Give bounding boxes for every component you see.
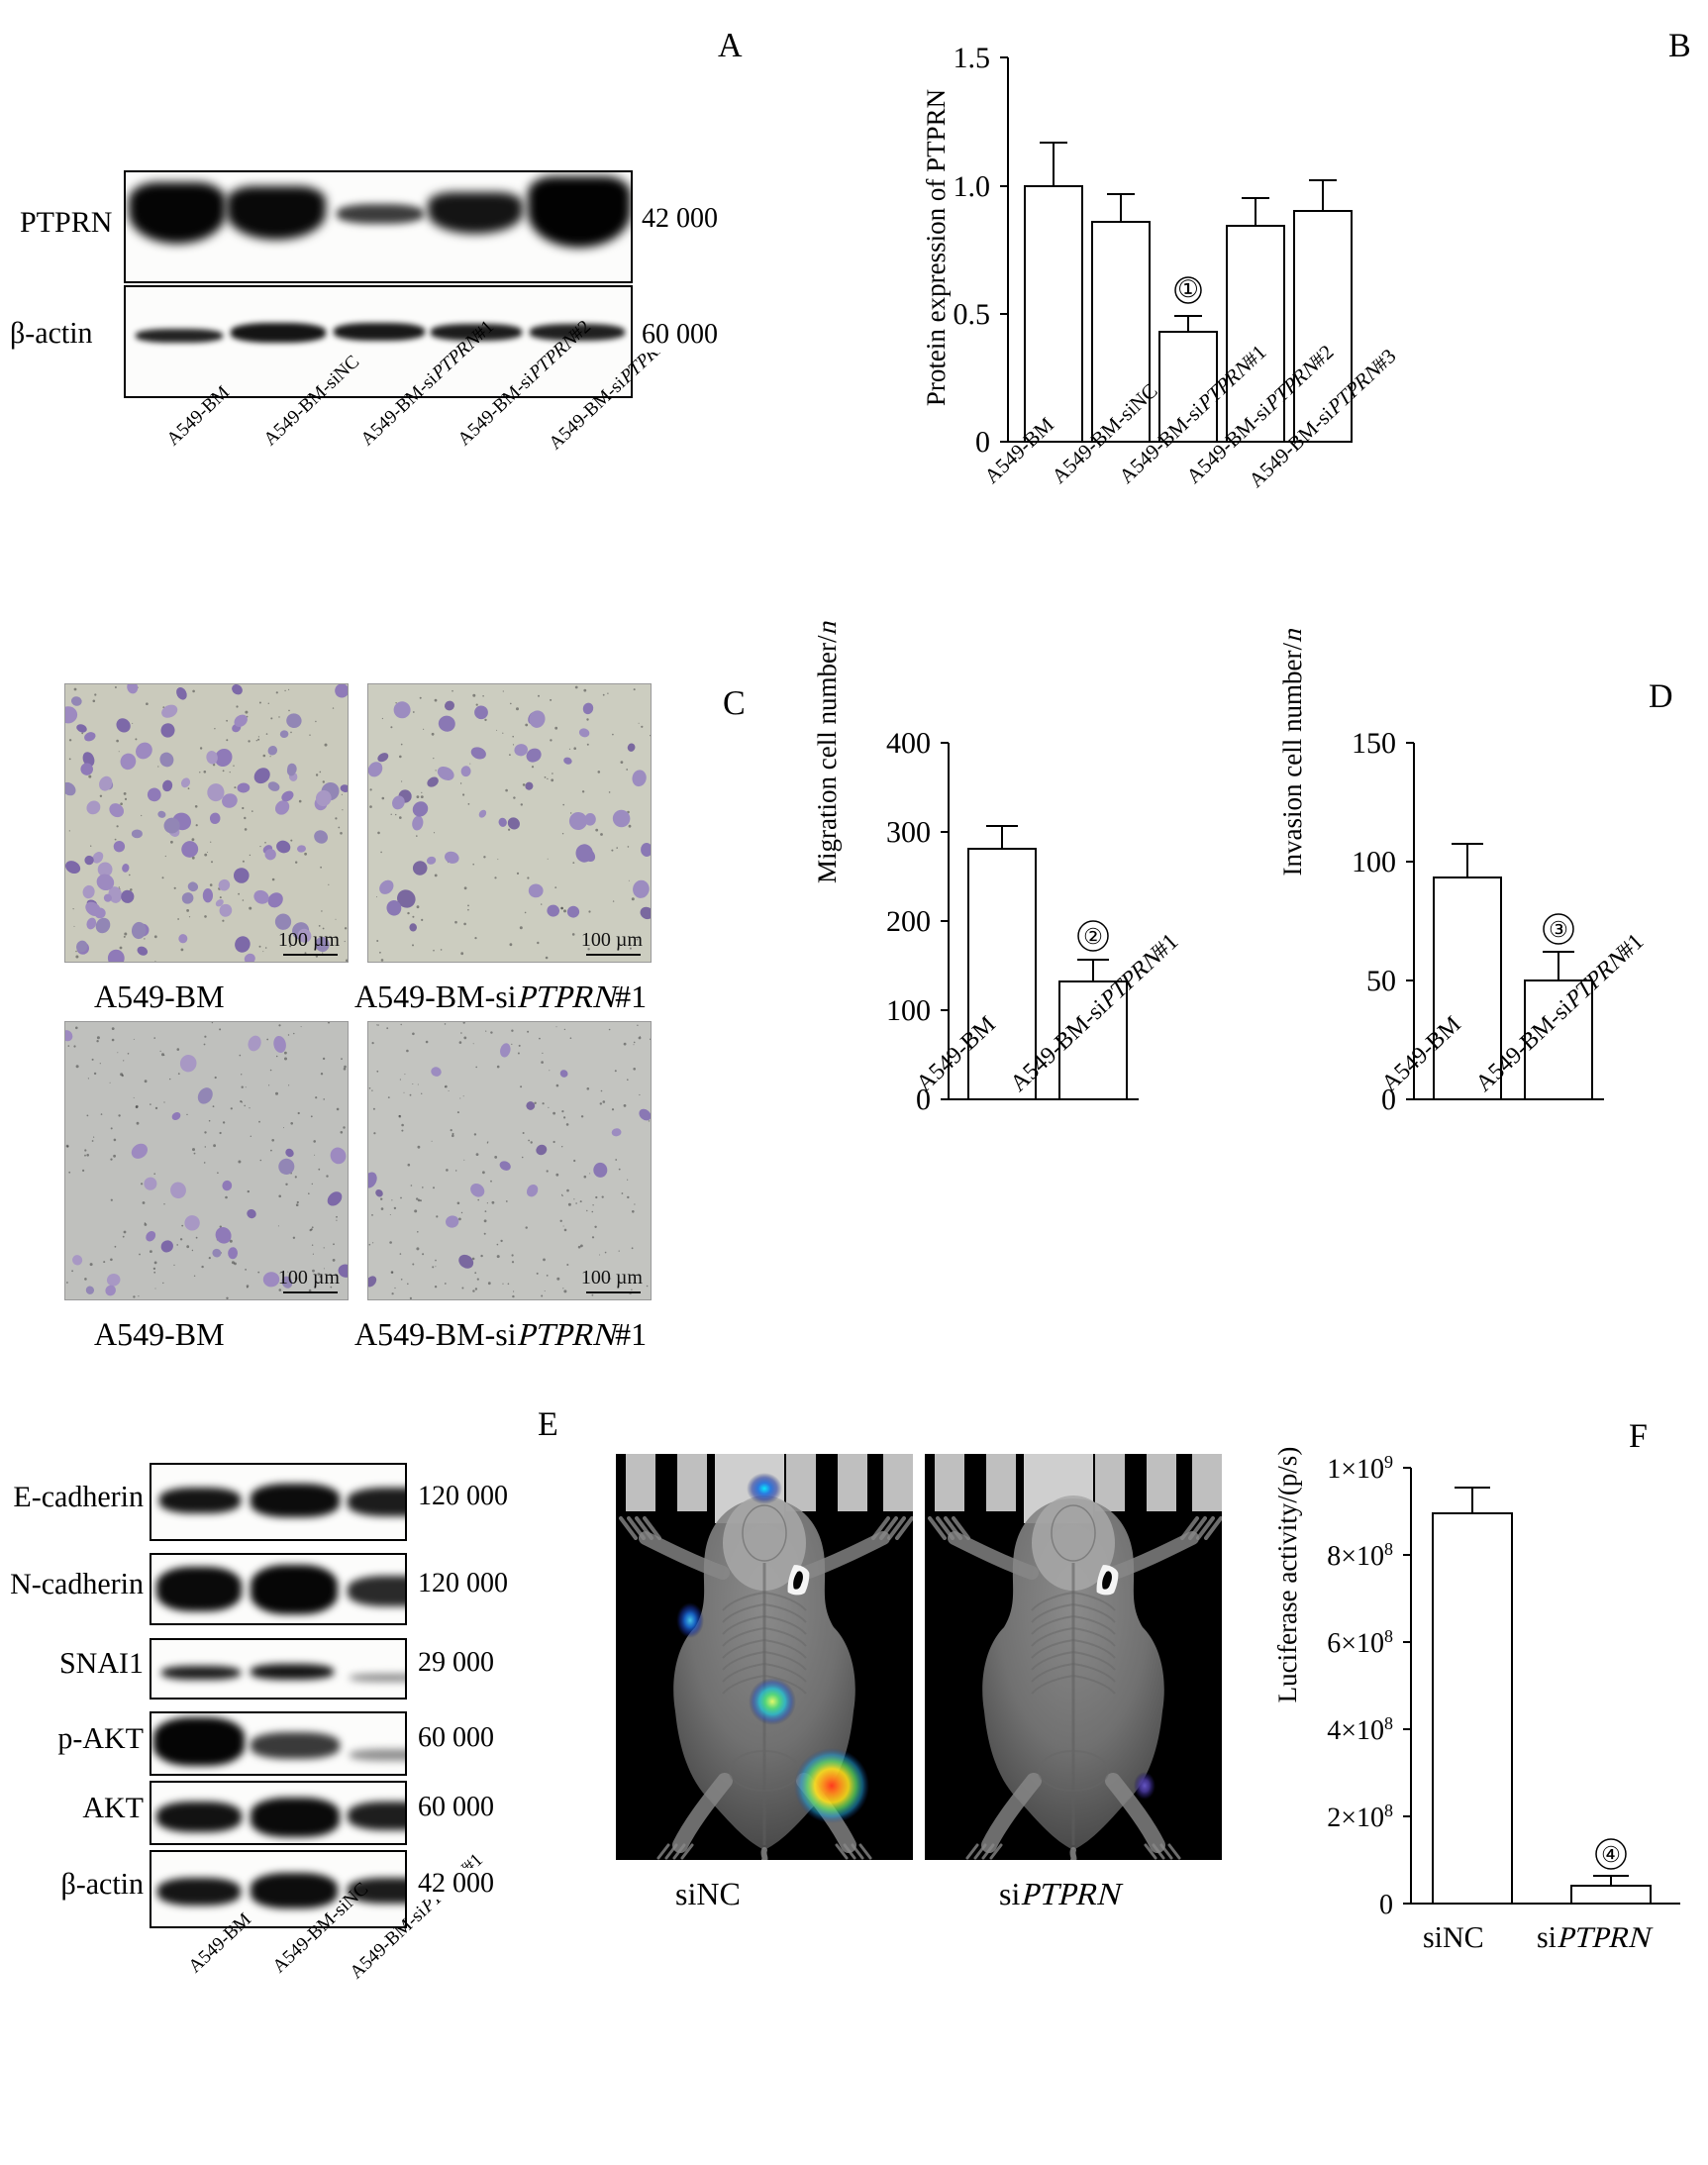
svg-text:1.0: 1.0 (954, 170, 991, 203)
svg-text:③: ③ (1549, 917, 1568, 942)
svg-text:400: 400 (886, 727, 931, 760)
svg-text:150: 150 (1352, 727, 1396, 760)
svg-text:50: 50 (1366, 965, 1396, 997)
svg-text:6×108: 6×108 (1327, 1626, 1393, 1659)
svg-text:0: 0 (975, 426, 990, 459)
svg-text:100: 100 (886, 994, 931, 1027)
svg-text:2×108: 2×108 (1327, 1801, 1393, 1833)
svg-text:②: ② (1083, 924, 1103, 949)
svg-text:0: 0 (1379, 1890, 1393, 1920)
svg-text:①: ① (1177, 277, 1199, 303)
svg-text:300: 300 (886, 816, 931, 849)
svg-text:0.5: 0.5 (954, 298, 991, 331)
svg-text:200: 200 (886, 905, 931, 938)
svg-text:1.5: 1.5 (954, 42, 991, 74)
svg-text:1×109: 1×109 (1327, 1452, 1393, 1485)
svg-text:100: 100 (1352, 846, 1396, 878)
svg-text:8×108: 8×108 (1327, 1539, 1393, 1572)
svg-text:④: ④ (1601, 1842, 1621, 1867)
svg-text:4×108: 4×108 (1327, 1713, 1393, 1746)
